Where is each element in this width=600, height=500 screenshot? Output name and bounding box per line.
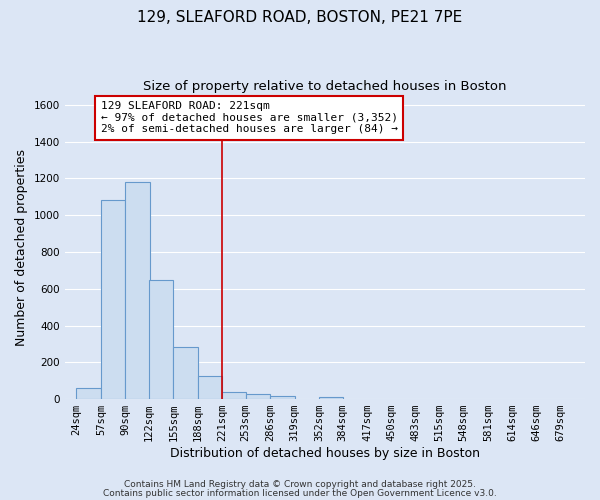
Bar <box>270 396 295 399</box>
Text: 129, SLEAFORD ROAD, BOSTON, PE21 7PE: 129, SLEAFORD ROAD, BOSTON, PE21 7PE <box>137 10 463 25</box>
Bar <box>76 388 101 399</box>
Text: Contains HM Land Registry data © Crown copyright and database right 2025.: Contains HM Land Registry data © Crown c… <box>124 480 476 489</box>
Bar <box>198 376 222 399</box>
X-axis label: Distribution of detached houses by size in Boston: Distribution of detached houses by size … <box>170 447 480 460</box>
Bar <box>149 280 173 399</box>
Bar <box>101 200 125 399</box>
Text: Contains public sector information licensed under the Open Government Licence v3: Contains public sector information licen… <box>103 488 497 498</box>
Bar <box>319 397 343 399</box>
Bar <box>173 346 198 399</box>
Text: 129 SLEAFORD ROAD: 221sqm
← 97% of detached houses are smaller (3,352)
2% of sem: 129 SLEAFORD ROAD: 221sqm ← 97% of detac… <box>101 101 398 134</box>
Title: Size of property relative to detached houses in Boston: Size of property relative to detached ho… <box>143 80 506 93</box>
Bar <box>222 392 247 399</box>
Y-axis label: Number of detached properties: Number of detached properties <box>15 149 28 346</box>
Bar <box>246 394 270 399</box>
Bar <box>125 182 149 399</box>
